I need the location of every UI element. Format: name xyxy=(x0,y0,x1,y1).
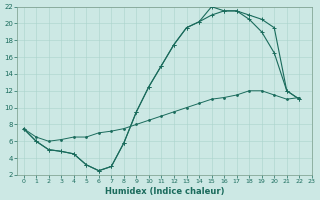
X-axis label: Humidex (Indice chaleur): Humidex (Indice chaleur) xyxy=(105,187,224,196)
